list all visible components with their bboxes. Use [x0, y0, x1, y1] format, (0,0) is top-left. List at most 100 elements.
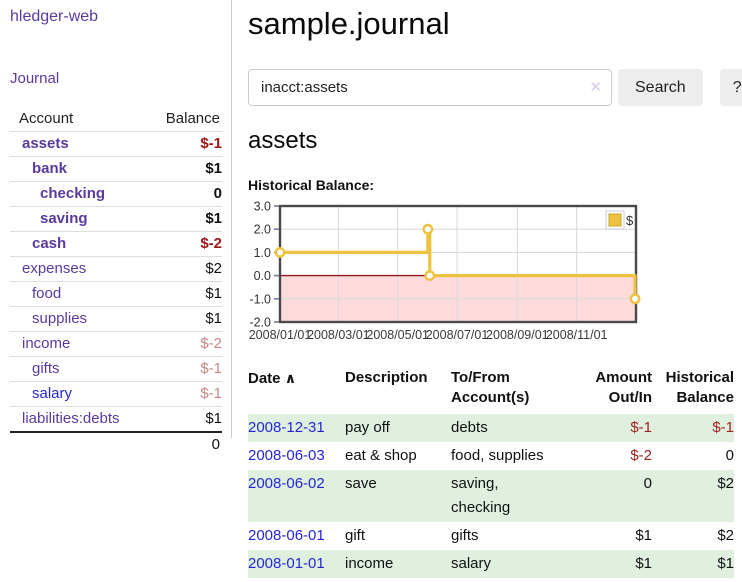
transaction-balance: $-1	[712, 419, 734, 436]
chart-heading: Historical Balance:	[248, 177, 375, 193]
search-button[interactable]: Search	[618, 69, 703, 106]
account-row: liabilities:debts $1	[10, 406, 222, 433]
transaction-amount: $-2	[630, 447, 652, 464]
transaction-description: pay off	[345, 419, 390, 436]
transaction-accounts: gifts	[451, 527, 479, 544]
account-link[interactable]: saving	[40, 210, 88, 227]
account-row: gifts $-1	[10, 356, 222, 382]
account-row: bank $1	[10, 156, 222, 182]
transaction-amount: $1	[635, 555, 652, 572]
register-header-amount: Amount Out/In	[595, 369, 652, 406]
transaction-balance: $2	[717, 527, 734, 544]
account-link[interactable]: bank	[32, 160, 68, 177]
transaction-accounts: salary	[451, 555, 492, 572]
sort-ascending-icon: ∧	[284, 370, 297, 386]
register-header-tofrom: To/From Account(s)	[451, 369, 530, 406]
page-title: sample.journal	[248, 6, 450, 41]
accounts-table: Account Balance assets $-1 bank $1 checking 0…	[10, 107, 222, 457]
accounts-header-account: Account	[19, 110, 74, 127]
account-balance: $1	[205, 285, 222, 302]
transaction-date-link[interactable]: 2008-01-01	[248, 555, 325, 572]
transaction-description: eat & shop	[345, 447, 417, 464]
account-balance: $-1	[200, 135, 222, 152]
accounts-header-balance: Balance	[165, 110, 220, 127]
account-link[interactable]: assets	[22, 135, 69, 152]
transaction-row: 2008-06-01 gift gifts $1 $2	[248, 522, 734, 550]
account-balance: $1	[205, 210, 222, 227]
sidebar: hledger-web Journal Account Balance asse…	[0, 0, 232, 453]
transaction-balance: 0	[725, 447, 734, 464]
account-row: cash $-2	[10, 231, 222, 257]
transaction-row: 2008-01-01 income salary $1 $1	[248, 550, 734, 578]
account-row: saving $1	[10, 206, 222, 232]
account-link[interactable]: income	[22, 335, 71, 352]
transaction-amount: 0	[643, 475, 652, 492]
account-link[interactable]: food	[32, 285, 62, 302]
transaction-balance: $1	[717, 555, 734, 572]
sidebar-nav: Journal	[10, 70, 223, 87]
account-link[interactable]: salary	[32, 385, 73, 402]
account-link[interactable]: liabilities:debts	[22, 410, 120, 427]
svg-text:-1.0: -1.0	[249, 292, 271, 306]
account-link[interactable]: gifts	[32, 360, 60, 377]
account-balance: 0	[213, 185, 222, 202]
accounts-header-row: Account Balance	[10, 107, 222, 132]
historical-balance-chart: $3.0 2.0 1.0 0.0 -1.0 -2.0 2008/01/01 2008/03/0…	[248, 200, 641, 346]
svg-text:-2.0: -2.0	[249, 316, 271, 330]
account-row: checking 0	[10, 181, 222, 207]
brand-link[interactable]: hledger-web	[10, 8, 99, 25]
svg-text:2008/07/01: 2008/07/01	[426, 328, 489, 342]
svg-text:2008/01/01: 2008/01/01	[249, 328, 312, 342]
transaction-row: 2008-06-03 eat & shop food, supplies $-2 0	[248, 442, 734, 470]
search-input[interactable]	[248, 69, 612, 106]
transaction-accounts: saving, checking	[451, 475, 511, 516]
account-link[interactable]: supplies	[32, 310, 88, 327]
svg-text:2008/05/01: 2008/05/01	[366, 328, 429, 342]
transaction-date-link[interactable]: 2008-06-03	[248, 447, 325, 464]
svg-text:2.0: 2.0	[254, 223, 271, 237]
transaction-row: 2008-06-02 save saving, checking 0 $2	[248, 470, 734, 522]
account-row: supplies $1	[10, 306, 222, 332]
svg-text:$: $	[626, 213, 634, 228]
register-header-row: Date ∧ Description To/From Account(s) Am…	[248, 366, 734, 414]
register-header-description: Description	[345, 369, 428, 386]
account-row: expenses $2	[10, 256, 222, 282]
register-header-date[interactable]: Date ∧	[248, 370, 297, 387]
transaction-balance: $2	[717, 475, 734, 492]
transaction-description: income	[345, 555, 394, 572]
svg-text:0.0: 0.0	[254, 269, 271, 283]
clear-search-icon[interactable]: ✕	[589, 79, 602, 96]
transaction-date-link[interactable]: 2008-06-02	[248, 475, 325, 492]
account-balance: $-1	[200, 385, 222, 402]
sidebar-item-journal[interactable]: Journal	[10, 70, 60, 87]
account-row: salary $-1	[10, 381, 222, 407]
account-row: food $1	[10, 281, 222, 307]
transaction-accounts: food, supplies	[451, 447, 544, 464]
help-button[interactable]: ?	[719, 69, 742, 106]
account-link[interactable]: checking	[40, 185, 106, 202]
transaction-description: save	[345, 475, 377, 492]
svg-text:2008/11/01: 2008/11/01	[546, 328, 608, 342]
transaction-description: gift	[345, 527, 366, 544]
svg-text:2008/09/01: 2008/09/01	[486, 328, 549, 342]
accounts-total-row: 0	[10, 432, 222, 457]
account-balance: $-2	[200, 235, 222, 252]
transaction-date-link[interactable]: 2008-12-31	[248, 419, 325, 436]
transaction-date-link[interactable]: 2008-06-01	[248, 527, 325, 544]
account-link[interactable]: expenses	[22, 260, 87, 277]
account-balance: $1	[205, 160, 222, 177]
account-row: assets $-1	[10, 131, 222, 157]
register-table: Date ∧ Description To/From Account(s) Am…	[248, 366, 734, 578]
account-heading: assets	[248, 127, 318, 154]
main-content: sample.journal ✕ Search ? assets Histori…	[232, 0, 742, 578]
account-balance: $1	[205, 310, 222, 327]
transaction-row: 2008-12-31 pay off debts $-1 $-1	[248, 414, 734, 442]
account-balance: $1	[205, 410, 222, 427]
account-balance: $-2	[200, 335, 222, 352]
register-header-balance: Historical Balance	[665, 369, 734, 406]
svg-text:2008/03/01: 2008/03/01	[307, 328, 370, 342]
account-link[interactable]: cash	[32, 235, 67, 252]
transaction-amount: $-1	[630, 419, 652, 436]
transaction-amount: $1	[635, 527, 652, 544]
